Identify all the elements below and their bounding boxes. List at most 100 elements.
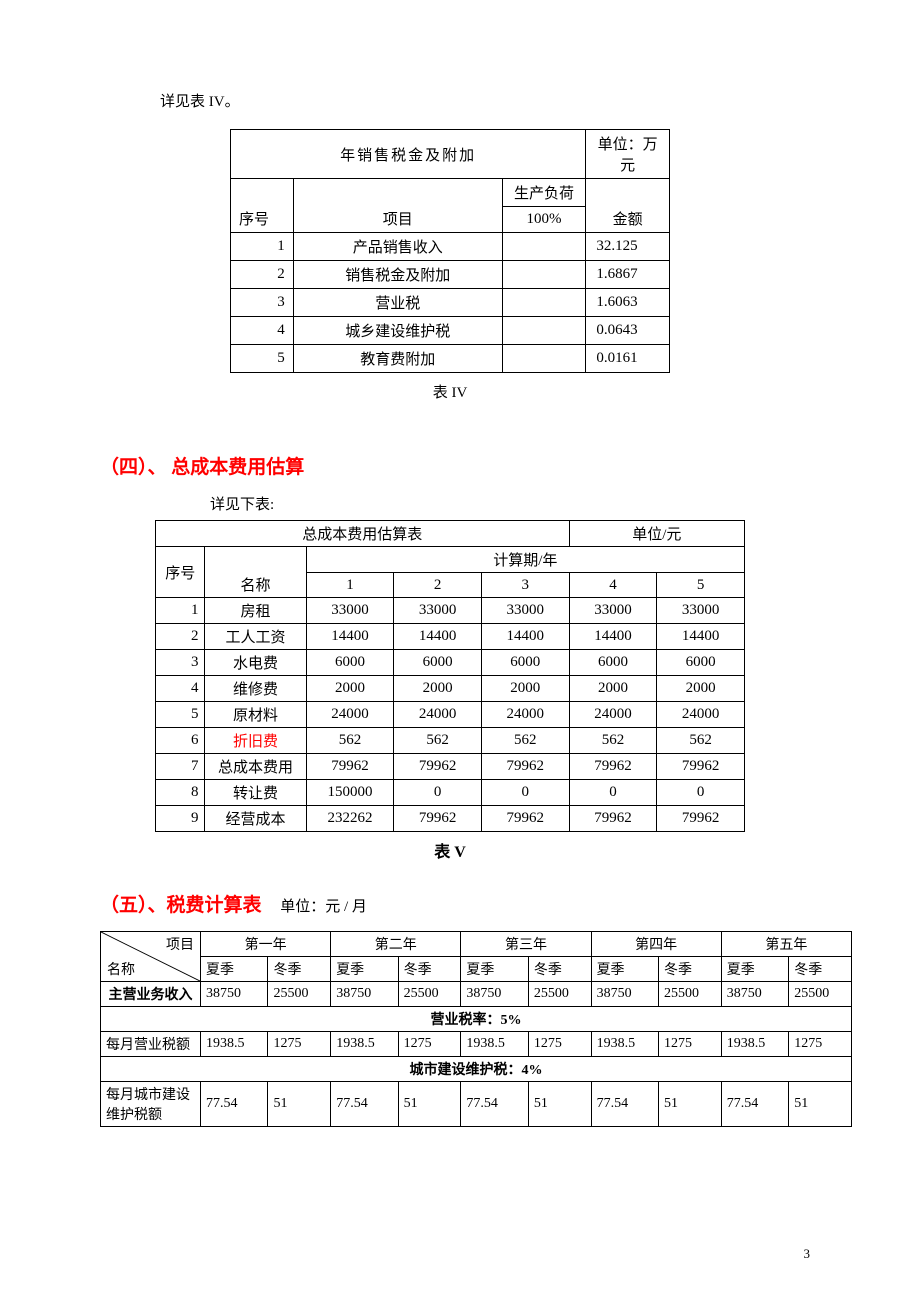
table5-year-hdr: 4 — [569, 573, 657, 598]
table5-row-idx: 2 — [156, 624, 205, 650]
table5-row-val: 562 — [569, 728, 657, 754]
table5-title: 总成本费用估算表 — [156, 521, 570, 547]
table5-hdr-idx: 序号 — [156, 547, 205, 598]
table4-row-idx: 4 — [231, 317, 294, 345]
table6-tax2-val: 51 — [398, 1082, 461, 1127]
table5-year-hdr: 1 — [306, 573, 394, 598]
table5-row-val: 6000 — [657, 650, 745, 676]
table4-row-item: 产品销售收入 — [293, 233, 502, 261]
table5-row-val: 14400 — [657, 624, 745, 650]
table4-row-load — [502, 289, 586, 317]
table6-tax2-hdr: 城市建设维护税：4% — [101, 1057, 852, 1082]
table5-row-val: 0 — [481, 780, 569, 806]
table6-tax1-hdr: 营业税率：5% — [101, 1007, 852, 1032]
table5-row-val: 79962 — [306, 754, 394, 780]
table5-row-name: 折旧费 — [205, 728, 306, 754]
table5-row-val: 79962 — [657, 754, 745, 780]
table4-row-amt: 1.6867 — [586, 261, 670, 289]
table5-row-val: 562 — [394, 728, 482, 754]
table5: 总成本费用估算表 单位/元 序号 名称 计算期/年 12345 1房租33000… — [155, 520, 745, 832]
table6-tax2-val: 51 — [268, 1082, 331, 1127]
table4-row-item: 销售税金及附加 — [293, 261, 502, 289]
table5-row-val: 14400 — [569, 624, 657, 650]
table6-tax1-val: 1938.5 — [721, 1032, 788, 1057]
table5-row-val: 33000 — [394, 598, 482, 624]
table5-row-name: 工人工资 — [205, 624, 306, 650]
table4-row-load — [502, 317, 586, 345]
table5-unit: 单位/元 — [569, 521, 744, 547]
table6-tax1-val: 1275 — [789, 1032, 852, 1057]
table6-tax2-val: 77.54 — [721, 1082, 788, 1127]
table5-row-val: 232262 — [306, 806, 394, 832]
table5-row-val: 79962 — [481, 754, 569, 780]
table6-yr4: 第四年 — [591, 932, 721, 957]
table4-hdr-item: 项目 — [293, 179, 502, 233]
table5-year-hdr: 2 — [394, 573, 482, 598]
table5-row-val: 0 — [569, 780, 657, 806]
table6-tax2-val: 51 — [659, 1082, 722, 1127]
table6-tax2-val: 77.54 — [331, 1082, 398, 1127]
table6-income-val: 25500 — [398, 982, 461, 1007]
table5-row-val: 562 — [657, 728, 745, 754]
table6-tax1-label: 每月营业税额 — [101, 1032, 201, 1057]
table4-row-item: 城乡建设维护税 — [293, 317, 502, 345]
table6-tax2-val: 51 — [528, 1082, 591, 1127]
table4-caption: 表 IV — [230, 381, 670, 402]
table4-row-idx: 3 — [231, 289, 294, 317]
heading-section5: （五）、税费计算表 单位：元 / 月 — [100, 890, 820, 917]
table6: 项目 名称 第一年 第二年 第三年 第四年 第五年 夏季冬季夏季冬季夏季冬季夏季… — [100, 931, 852, 1127]
table4-hdr-load2: 100% — [502, 207, 586, 233]
table5-row-val: 24000 — [569, 702, 657, 728]
table5-row-val: 24000 — [657, 702, 745, 728]
table4-row-idx: 2 — [231, 261, 294, 289]
table5-row-name: 维修费 — [205, 676, 306, 702]
table5-hdr-name: 名称 — [205, 547, 306, 598]
table4-row-item: 营业税 — [293, 289, 502, 317]
table6-tax1-val: 1275 — [398, 1032, 461, 1057]
table6-yr1: 第一年 — [201, 932, 331, 957]
table5-year-hdr: 3 — [481, 573, 569, 598]
table5-year-hdr: 5 — [657, 573, 745, 598]
table5-row-val: 6000 — [394, 650, 482, 676]
table5-row-val: 14400 — [394, 624, 482, 650]
table5-row-val: 2000 — [394, 676, 482, 702]
table4-row-load — [502, 233, 586, 261]
table5-row-val: 6000 — [481, 650, 569, 676]
table6-season-hdr: 夏季 — [721, 957, 788, 982]
table6-season-hdr: 夏季 — [591, 957, 658, 982]
table6-tax2-val: 77.54 — [591, 1082, 658, 1127]
table4-unit: 单位：万元 — [586, 130, 670, 179]
table6-diag-top: 项目 — [166, 934, 194, 954]
table5-hdr-period: 计算期/年 — [306, 547, 744, 573]
table5-row-val: 33000 — [481, 598, 569, 624]
table6-income-val: 38750 — [591, 982, 658, 1007]
table5-row-val: 0 — [394, 780, 482, 806]
table6-yr2: 第二年 — [331, 932, 461, 957]
table5-row-idx: 9 — [156, 806, 205, 832]
page-number: 3 — [804, 1246, 811, 1262]
table5-row-val: 6000 — [306, 650, 394, 676]
table5-row-idx: 3 — [156, 650, 205, 676]
table4-row-load — [502, 345, 586, 373]
table5-row-val: 24000 — [481, 702, 569, 728]
table6-season-hdr: 冬季 — [789, 957, 852, 982]
table4-title: 年销售税金及附加 — [231, 130, 586, 179]
table6-income-val: 38750 — [721, 982, 788, 1007]
table6-income-val: 38750 — [461, 982, 528, 1007]
table6-tax1-val: 1938.5 — [461, 1032, 528, 1057]
table6-season-hdr: 冬季 — [659, 957, 722, 982]
table6-income-val: 25500 — [659, 982, 722, 1007]
table5-row-name: 转让费 — [205, 780, 306, 806]
heading5-text: （五）、税费计算表 — [100, 895, 262, 916]
table5-row-val: 33000 — [569, 598, 657, 624]
table5-row-val: 79962 — [394, 754, 482, 780]
table5-row-val: 6000 — [569, 650, 657, 676]
table5-caption: 表 V — [155, 838, 745, 862]
table5-row-val: 79962 — [569, 806, 657, 832]
table5-row-val: 79962 — [394, 806, 482, 832]
table5-row-val: 79962 — [657, 806, 745, 832]
table5-row-val: 2000 — [306, 676, 394, 702]
table5-row-val: 562 — [306, 728, 394, 754]
table6-tax2-label: 每月城市建设维护税额 — [101, 1082, 201, 1127]
table4: 年销售税金及附加 单位：万元 序号 项目 生产负荷 金额 100% 1产品销售收… — [230, 129, 670, 373]
